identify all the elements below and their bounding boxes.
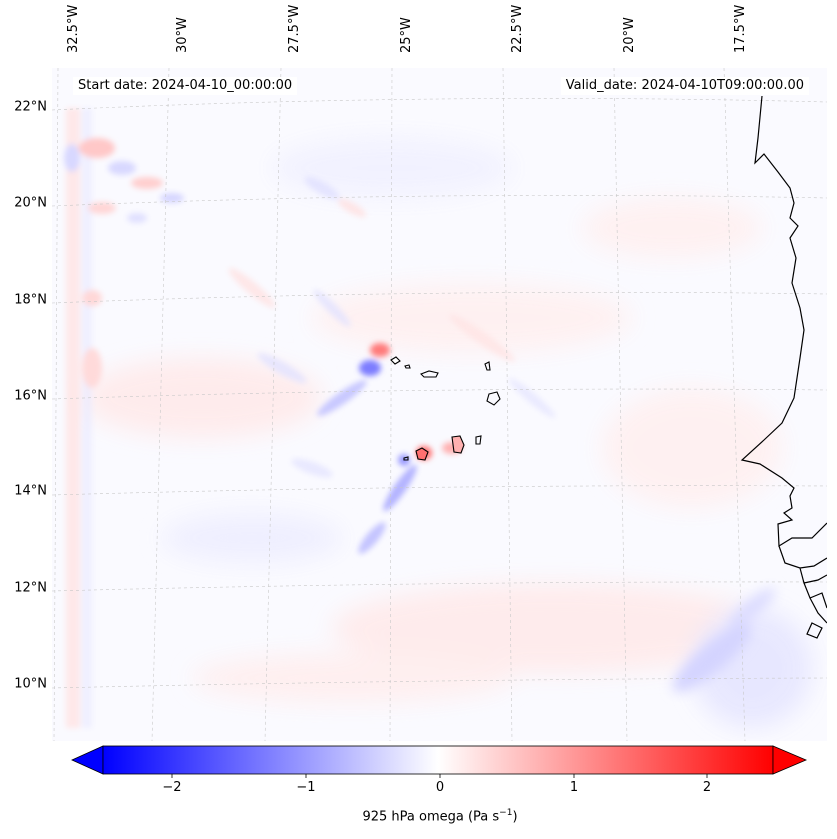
- start-date-value: 2024-04-10_00:00:00: [151, 78, 293, 93]
- colorbar-tick-label: −2: [162, 780, 182, 795]
- lat-label-22n: 22°N: [14, 99, 47, 115]
- start-date-label: Start date:: [78, 78, 148, 93]
- lon-label-30w: 30°W: [175, 17, 190, 53]
- lat-label-14n: 14°N: [14, 483, 47, 499]
- africa-coastline: [740, 95, 828, 639]
- lon-label-22-5w: 22.5°W: [510, 4, 525, 53]
- omega-map: [51, 67, 828, 742]
- lon-label-17-5w: 17.5°W: [733, 4, 748, 53]
- colorbar-title: 925 hPa omega (Pa s−1): [362, 808, 518, 825]
- colorbar-tick-label: 1: [569, 780, 579, 795]
- lon-label-25w: 25°W: [399, 17, 414, 53]
- lat-label-10n: 10°N: [14, 676, 47, 692]
- colorbar-min-extend: [71, 745, 104, 775]
- colorbar-max-extend: [772, 745, 808, 775]
- graticule: [51, 67, 828, 742]
- omega-field: [64, 108, 812, 728]
- lat-label-20n: 20°N: [14, 195, 47, 211]
- lat-label-12n: 12°N: [14, 580, 47, 596]
- start-date-box: Start date: 2024-04-10_00:00:00: [73, 77, 298, 95]
- colorbar-tick-label: −1: [296, 780, 316, 795]
- cape-verde-islands: [390, 356, 501, 461]
- lon-label-32-5w: 32.5°W: [66, 4, 81, 53]
- colorbar: [71, 745, 808, 778]
- colorbar-scale: [102, 745, 774, 775]
- valid-date-box: Valid_date: 2024-04-10T09:00:00.00: [560, 77, 809, 95]
- valid-date-value: 2024-04-10T09:00:00.00: [641, 78, 804, 93]
- colorbar-tick-label: 2: [702, 780, 712, 795]
- colorbar-tick-marks: [171, 774, 708, 778]
- lat-label-18n: 18°N: [14, 292, 47, 308]
- lon-label-27-5w: 27.5°W: [287, 4, 302, 53]
- colorbar-tick-label: 0: [435, 780, 445, 795]
- lat-label-16n: 16°N: [14, 388, 47, 404]
- valid-date-label: Valid_date:: [565, 78, 638, 93]
- lon-label-20w: 20°W: [622, 17, 637, 53]
- map-canvas: [51, 67, 828, 742]
